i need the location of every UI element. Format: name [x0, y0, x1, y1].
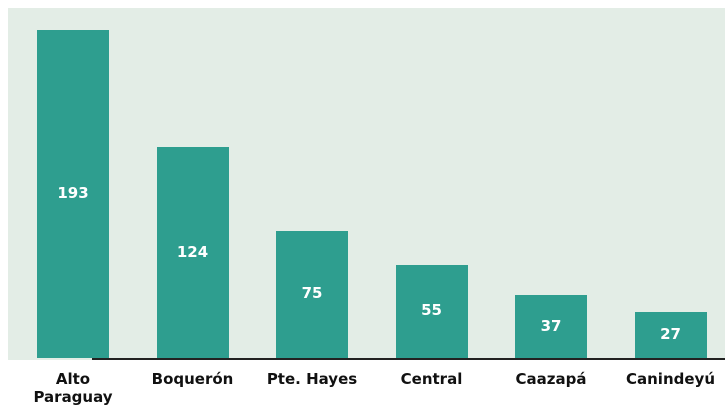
bar — [37, 30, 109, 358]
bar — [395, 264, 468, 358]
bar — [156, 147, 229, 358]
x-tick-label: Pte. Hayes — [266, 370, 358, 388]
x-tick-label: Central — [400, 370, 463, 388]
x-tick-label: Canindeyú — [626, 370, 715, 388]
x-axis-line — [92, 358, 725, 360]
value-label: 124 — [176, 242, 209, 261]
value-label: 37 — [540, 316, 562, 335]
value-label: 75 — [301, 284, 323, 303]
x-tick-label: Boquerón — [151, 370, 234, 388]
bar — [276, 230, 348, 358]
value-label: 55 — [421, 301, 442, 320]
value-label: 27 — [660, 325, 681, 344]
x-tick-label: Caazapá — [515, 370, 587, 388]
bar — [634, 312, 707, 358]
bar — [515, 295, 587, 358]
plot-background — [8, 8, 725, 360]
value-label: 193 — [57, 184, 89, 202]
x-tick-label: Alto Paraguay — [33, 370, 113, 406]
